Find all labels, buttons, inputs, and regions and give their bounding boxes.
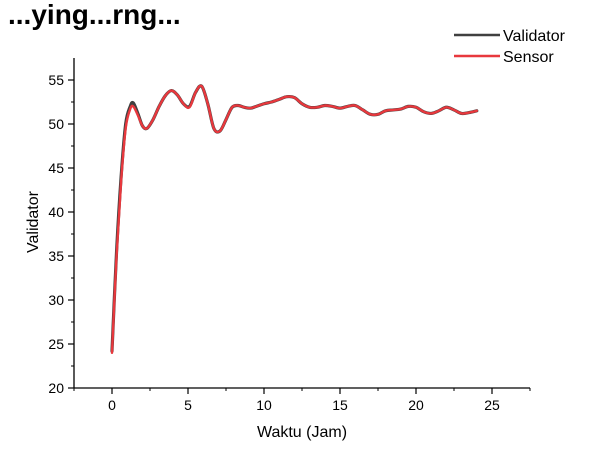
x-tick-label: 5 (184, 397, 192, 413)
series-line-sensor (110, 84, 478, 354)
y-axis-title: Validator (25, 190, 42, 253)
series-group (110, 84, 479, 354)
x-tick-label: 0 (108, 397, 116, 413)
x-axis-title: Waktu (Jam) (257, 424, 347, 441)
series-line-validator (110, 84, 479, 353)
y-tick-label: 35 (48, 248, 64, 264)
y-tick-label: 40 (48, 204, 64, 220)
legend: Validator Sensor (454, 28, 566, 66)
legend-label-sensor: Sensor (503, 49, 554, 66)
x-tick-label: 25 (484, 397, 500, 413)
cropped-top-text: ...ying...rng... (8, 0, 181, 30)
y-tick-label: 45 (48, 160, 64, 176)
x-tick-label: 20 (408, 397, 424, 413)
legend-label-validator: Validator (503, 28, 566, 45)
y-tick-label: 25 (48, 336, 64, 352)
y-tick-label: 50 (48, 116, 64, 132)
x-tick-label: 10 (256, 397, 272, 413)
x-ticks: 0 5 10 15 20 25 (73, 388, 531, 413)
y-ticks: 20 25 30 35 40 45 50 55 (48, 72, 74, 396)
x-tick-label: 15 (332, 397, 348, 413)
y-tick-label: 20 (48, 380, 64, 396)
y-tick-label: 55 (48, 72, 64, 88)
y-tick-label: 30 (48, 292, 64, 308)
